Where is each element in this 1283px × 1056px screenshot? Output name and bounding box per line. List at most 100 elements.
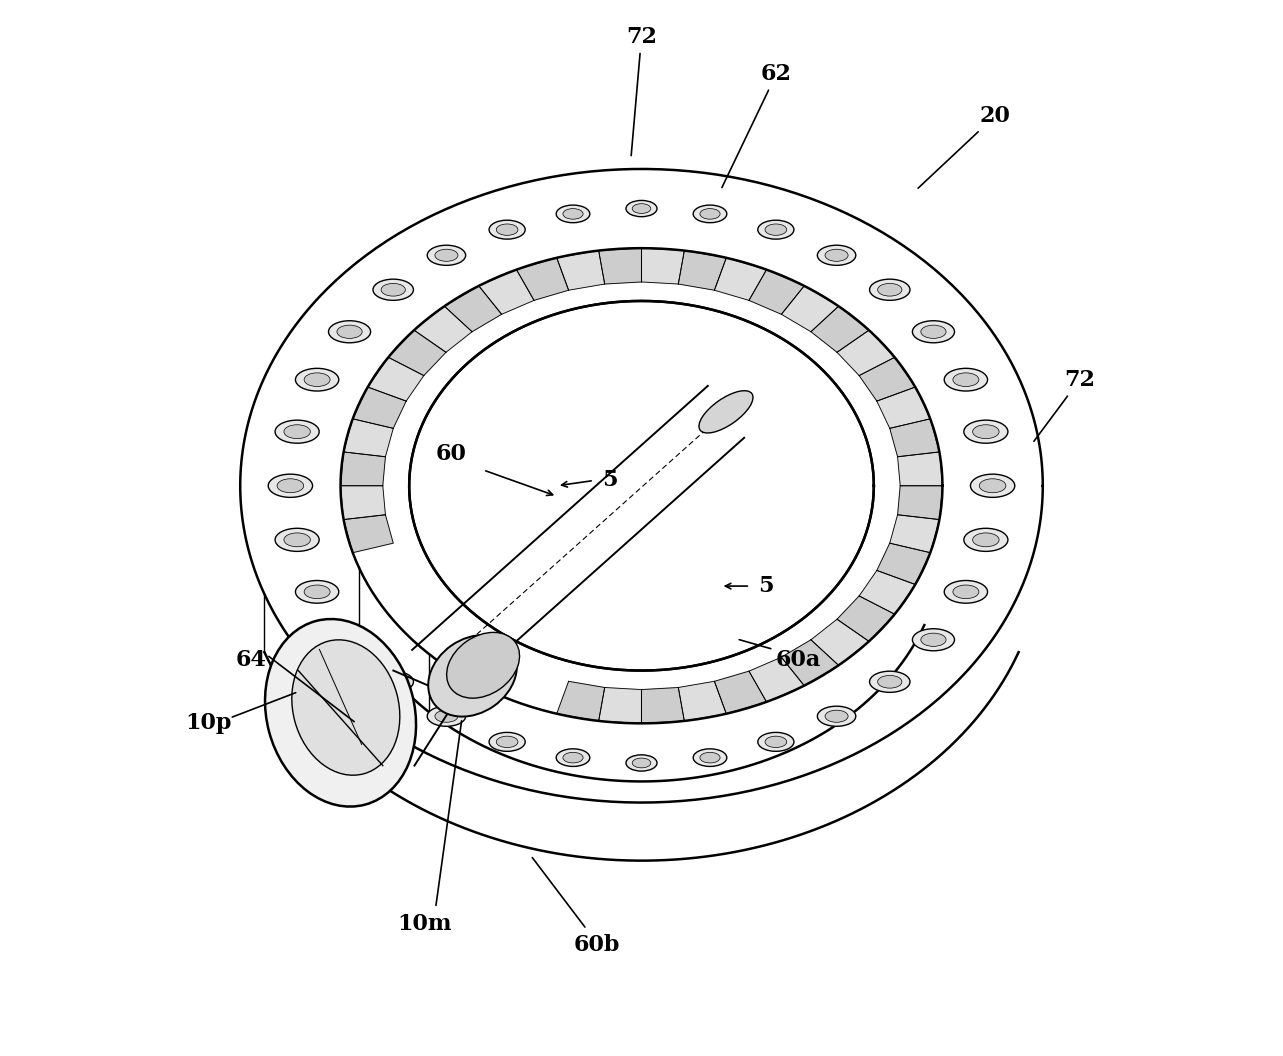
Ellipse shape [870,672,910,693]
Polygon shape [860,357,915,401]
Text: 10m: 10m [398,913,453,935]
Ellipse shape [556,749,590,767]
Ellipse shape [381,676,405,689]
Ellipse shape [633,204,650,213]
Ellipse shape [979,478,1006,493]
Ellipse shape [973,425,999,438]
Ellipse shape [304,373,330,386]
Ellipse shape [337,634,362,646]
Polygon shape [889,419,939,457]
Ellipse shape [429,635,517,717]
Ellipse shape [291,640,400,775]
Ellipse shape [944,369,988,391]
Polygon shape [340,486,385,520]
Polygon shape [340,452,385,486]
Polygon shape [898,486,943,520]
Polygon shape [860,570,915,615]
Polygon shape [837,596,894,641]
Text: 72: 72 [1034,370,1094,441]
Text: 20: 20 [919,106,1010,188]
Ellipse shape [497,736,518,748]
Ellipse shape [435,711,458,722]
Ellipse shape [758,221,794,239]
Polygon shape [444,286,502,332]
Polygon shape [781,640,839,685]
Ellipse shape [921,634,946,646]
Polygon shape [557,681,604,721]
Ellipse shape [699,391,753,433]
Polygon shape [389,331,446,376]
Polygon shape [898,452,943,486]
Polygon shape [749,657,804,702]
Polygon shape [353,388,407,429]
Ellipse shape [337,325,362,338]
Ellipse shape [758,733,794,751]
Ellipse shape [328,321,371,343]
Ellipse shape [912,628,955,650]
Polygon shape [876,543,930,584]
Ellipse shape [284,425,310,438]
Text: 62: 62 [722,63,792,188]
Ellipse shape [563,752,582,762]
Polygon shape [715,258,766,300]
Polygon shape [749,269,804,315]
Ellipse shape [275,420,319,444]
Ellipse shape [817,706,856,727]
Ellipse shape [825,249,848,261]
Text: 5: 5 [758,576,774,597]
Text: 64: 64 [235,649,266,671]
Ellipse shape [381,283,405,296]
Ellipse shape [295,369,339,391]
Ellipse shape [953,585,979,599]
Ellipse shape [435,249,458,261]
Ellipse shape [563,209,582,220]
Text: 60b: 60b [574,935,621,956]
Ellipse shape [693,749,727,767]
Polygon shape [715,672,766,714]
Ellipse shape [701,752,720,762]
Text: 72: 72 [626,26,657,155]
Polygon shape [642,687,684,723]
Ellipse shape [878,283,902,296]
Ellipse shape [268,474,313,497]
Polygon shape [811,306,869,353]
Polygon shape [557,250,604,290]
Polygon shape [344,419,394,457]
Polygon shape [837,331,894,376]
Ellipse shape [921,325,946,338]
Ellipse shape [912,321,955,343]
Ellipse shape [497,224,518,235]
Ellipse shape [427,245,466,265]
Polygon shape [599,687,642,723]
Ellipse shape [373,279,413,300]
Polygon shape [368,357,423,401]
Polygon shape [889,514,939,552]
Ellipse shape [556,205,590,223]
Ellipse shape [701,209,720,220]
Text: 10p: 10p [185,713,232,734]
Ellipse shape [765,224,786,235]
Ellipse shape [626,201,657,216]
Ellipse shape [373,672,413,693]
Ellipse shape [878,676,902,689]
Ellipse shape [446,633,520,698]
Ellipse shape [626,755,657,771]
Ellipse shape [266,619,416,807]
Ellipse shape [277,478,304,493]
Ellipse shape [825,711,848,722]
Ellipse shape [693,205,727,223]
Polygon shape [876,388,930,429]
Ellipse shape [427,706,466,727]
Text: 60: 60 [436,444,467,465]
Ellipse shape [870,279,910,300]
Ellipse shape [817,245,856,265]
Polygon shape [599,248,642,284]
Polygon shape [811,619,869,665]
Ellipse shape [489,221,525,239]
Ellipse shape [973,533,999,547]
Text: 5: 5 [602,470,617,491]
Ellipse shape [964,528,1008,551]
Ellipse shape [275,528,319,551]
Polygon shape [479,269,534,315]
Ellipse shape [633,758,650,768]
